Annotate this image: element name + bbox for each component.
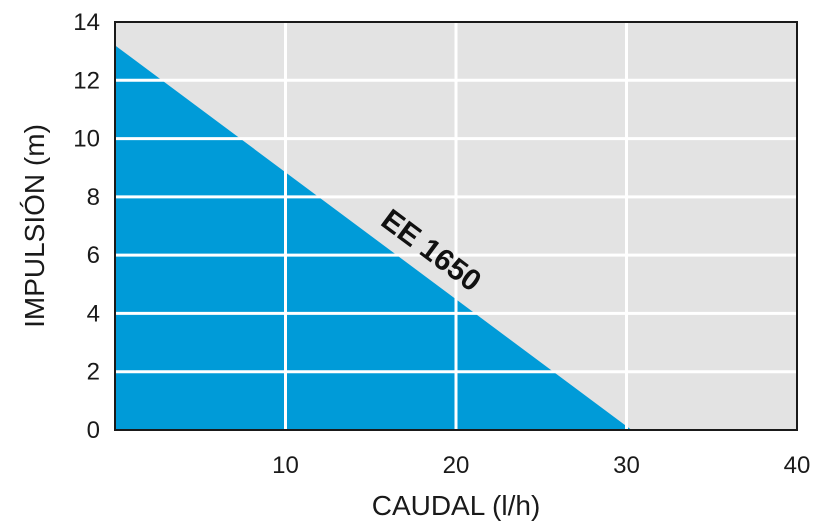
y-tick-label: 6 bbox=[87, 242, 100, 269]
x-tick-label: 10 bbox=[272, 452, 299, 479]
y-tick-label: 12 bbox=[73, 67, 100, 94]
series-area-ee-1650 bbox=[115, 45, 632, 431]
x-axis-ticks: 10 20 30 40 bbox=[272, 452, 810, 479]
y-tick-label: 8 bbox=[87, 184, 100, 211]
y-axis-ticks: 0 2 4 6 8 10 12 14 bbox=[73, 9, 100, 444]
x-axis-title: CAUDAL (l/h) bbox=[372, 490, 541, 521]
grid-lines bbox=[115, 22, 797, 430]
plot-frame bbox=[114, 21, 798, 431]
y-tick-label: 10 bbox=[73, 126, 100, 153]
x-tick-label: 20 bbox=[443, 452, 470, 479]
y-tick-label: 4 bbox=[87, 300, 100, 327]
y-axis-title: IMPULSIÓN (m) bbox=[19, 124, 50, 328]
y-tick-label: 2 bbox=[87, 359, 100, 386]
x-tick-label: 40 bbox=[784, 452, 811, 479]
y-tick-label: 0 bbox=[87, 417, 100, 444]
x-tick-label: 30 bbox=[613, 452, 640, 479]
y-tick-label: 14 bbox=[73, 9, 100, 36]
